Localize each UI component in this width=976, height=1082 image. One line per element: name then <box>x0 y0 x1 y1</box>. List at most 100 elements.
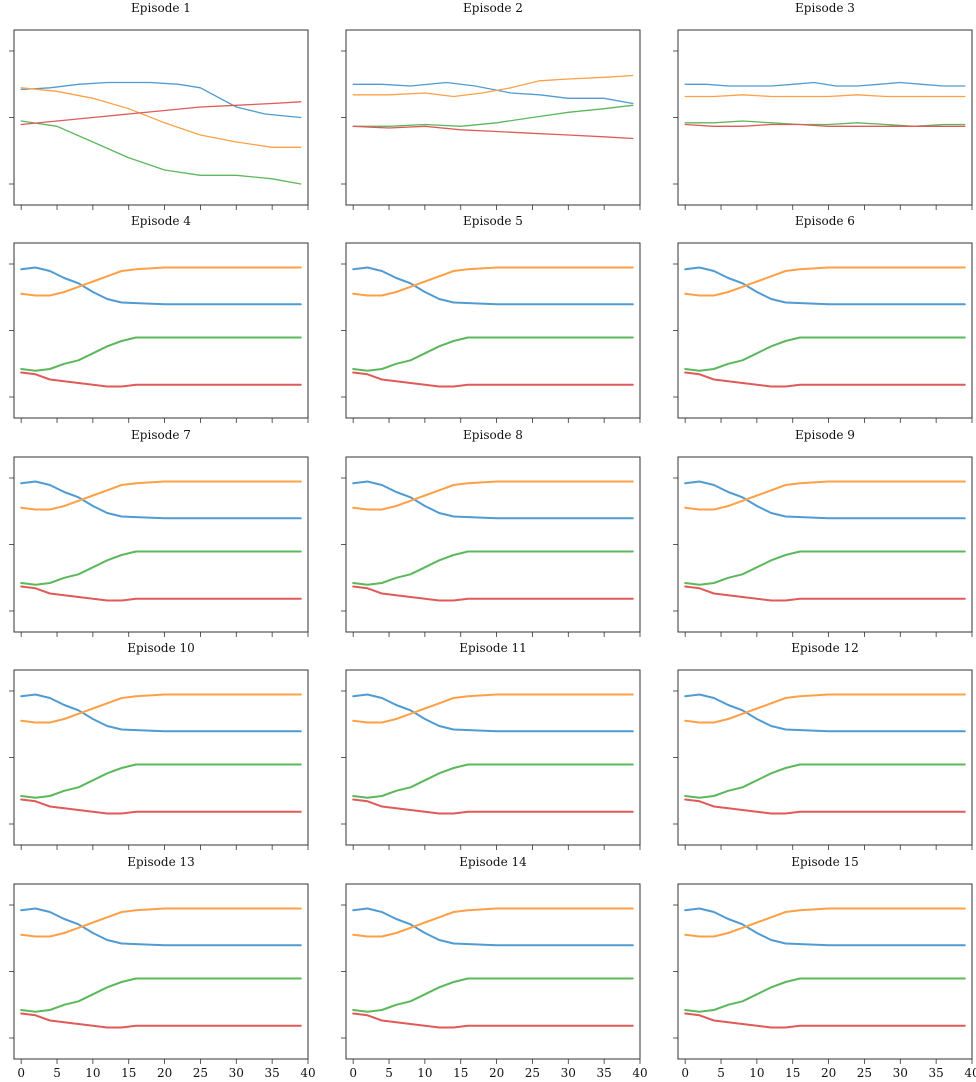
series-line-orange <box>352 907 634 938</box>
plot-frame <box>345 669 641 846</box>
series-line-green <box>20 336 302 372</box>
series-line-red <box>684 371 966 388</box>
series-line-orange <box>20 266 302 297</box>
panel-episode-2: Episode 2 <box>341 1 641 210</box>
series-line-orange <box>20 907 302 938</box>
series-line-red <box>352 371 634 388</box>
x-tick-label: 0 <box>17 1066 25 1080</box>
series-line-red <box>20 101 302 126</box>
x-tick-label: 25 <box>193 1066 208 1080</box>
panel-title: Episode 13 <box>127 855 195 869</box>
panel-title: Episode 7 <box>131 428 191 442</box>
x-tick-label: 35 <box>597 1066 612 1080</box>
plot-frame <box>345 456 641 633</box>
x-tick-label: 5 <box>53 1066 61 1080</box>
x-tick-label: 35 <box>929 1066 944 1080</box>
panel-title: Episode 10 <box>127 641 195 655</box>
panel-episode-14: Episode 14 0 5 10 15 20 25 30 35 40 <box>341 855 648 1080</box>
series-line-green <box>352 763 634 799</box>
panel-title: Episode 8 <box>463 428 523 442</box>
series-line-orange <box>684 266 966 297</box>
plot-frame <box>345 242 641 419</box>
x-tick-label: 30 <box>229 1066 244 1080</box>
series-line-orange <box>20 480 302 511</box>
series-line-blue <box>352 907 634 947</box>
x-tick-label: 25 <box>525 1066 540 1080</box>
x-tick-label: 10 <box>85 1066 100 1080</box>
panel-title: Episode 6 <box>795 214 855 228</box>
series-line-green <box>20 550 302 586</box>
series-line-green <box>684 977 966 1013</box>
panel-episode-9: Episode 9 <box>673 428 973 637</box>
series-line-red <box>684 1012 966 1029</box>
series-line-green <box>20 977 302 1013</box>
panel-episode-15: Episode 15 0 5 10 15 20 25 30 35 40 <box>673 855 976 1080</box>
series-line-green <box>352 550 634 586</box>
x-tick-label: 30 <box>561 1066 576 1080</box>
panel-title: Episode 9 <box>795 428 855 442</box>
plot-frame <box>13 883 309 1060</box>
series-line-green <box>684 550 966 586</box>
x-tick-label: 30 <box>893 1066 908 1080</box>
series-line-blue <box>20 480 302 520</box>
series-line-red <box>684 585 966 602</box>
x-tick-label: 15 <box>121 1066 136 1080</box>
series-line-blue <box>352 266 634 306</box>
x-tick-label: 5 <box>385 1066 393 1080</box>
x-tick-label: 20 <box>821 1066 836 1080</box>
panel-title: Episode 1 <box>131 1 191 15</box>
series-line-orange <box>684 907 966 938</box>
panel-title: Episode 3 <box>795 1 855 15</box>
series-line-orange <box>20 693 302 724</box>
panel-title: Episode 11 <box>459 641 527 655</box>
x-tick-label: 20 <box>157 1066 172 1080</box>
panel-episode-5: Episode 5 <box>341 214 641 423</box>
series-line-orange <box>684 94 966 98</box>
series-line-orange <box>352 74 634 98</box>
panel-episode-3: Episode 3 <box>673 1 973 210</box>
panel-episode-6: Episode 6 <box>673 214 973 423</box>
panel-episode-4: Episode 4 <box>9 214 309 423</box>
x-tick-label: 40 <box>964 1066 976 1080</box>
plot-frame <box>677 456 973 633</box>
series-line-blue <box>20 693 302 733</box>
panel-episode-13: Episode 13 0 5 10 15 20 25 30 35 40 <box>9 855 316 1080</box>
plot-frame <box>13 669 309 846</box>
panel-title: Episode 2 <box>463 1 523 15</box>
series-line-green <box>352 977 634 1013</box>
x-tick-label: 10 <box>417 1066 432 1080</box>
panel-episode-8: Episode 8 <box>341 428 641 637</box>
x-tick-label: 5 <box>717 1066 725 1080</box>
series-line-blue <box>352 693 634 733</box>
series-line-blue <box>684 480 966 520</box>
series-line-orange <box>684 693 966 724</box>
series-line-red <box>352 585 634 602</box>
series-line-blue <box>684 907 966 947</box>
x-tick-label: 15 <box>453 1066 468 1080</box>
series-line-red <box>20 798 302 815</box>
series-line-orange <box>684 480 966 511</box>
series-line-red <box>684 123 966 127</box>
series-line-red <box>352 125 634 140</box>
series-line-orange <box>352 480 634 511</box>
panel-episode-11: Episode 11 <box>341 641 641 850</box>
series-line-orange <box>20 87 302 148</box>
series-line-green <box>684 763 966 799</box>
panel-title: Episode 4 <box>131 214 191 228</box>
x-tick-label: 25 <box>857 1066 872 1080</box>
series-line-red <box>684 798 966 815</box>
series-line-red <box>352 1012 634 1029</box>
series-line-green <box>352 336 634 372</box>
x-tick-label: 40 <box>632 1066 647 1080</box>
x-tick-label: 0 <box>349 1066 357 1080</box>
x-tick-label: 10 <box>749 1066 764 1080</box>
panel-episode-12: Episode 12 <box>673 641 973 850</box>
x-tick-label: 40 <box>300 1066 315 1080</box>
plot-frame <box>345 883 641 1060</box>
plot-frame <box>677 242 973 419</box>
series-line-blue <box>352 81 634 105</box>
panel-episode-10: Episode 10 <box>9 641 309 850</box>
panel-episode-7: Episode 7 <box>9 428 309 637</box>
series-line-orange <box>352 266 634 297</box>
